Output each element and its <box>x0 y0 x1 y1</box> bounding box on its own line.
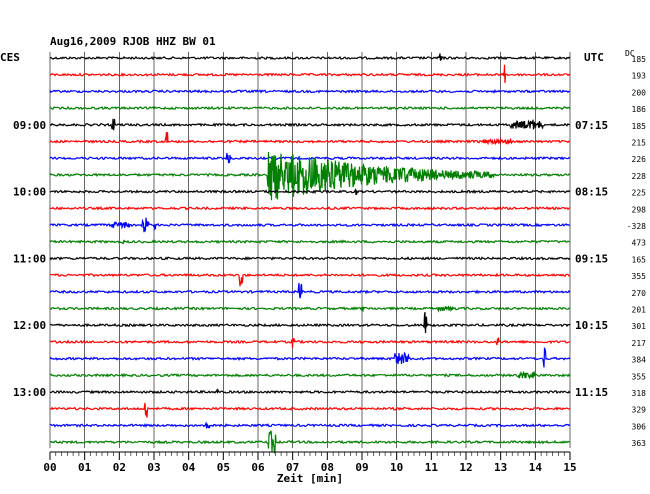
x-tick-label: 13 <box>494 461 507 474</box>
x-tick-label: 09 <box>355 461 368 474</box>
x-tick-label: 14 <box>529 461 543 474</box>
trace-9 <box>49 205 571 211</box>
x-tick-label: 04 <box>182 461 196 474</box>
left-time-label: 10:00 <box>13 186 46 199</box>
dc-value: -328 <box>627 222 646 231</box>
trace-21 <box>49 402 571 418</box>
left-timezone-label: CES <box>0 51 20 64</box>
trace-15 <box>49 304 571 313</box>
trace-16 <box>49 311 571 334</box>
x-axis-label: Zeit [min] <box>277 472 343 485</box>
dc-value: 270 <box>632 289 647 298</box>
dc-value: 165 <box>632 255 647 264</box>
trace-23 <box>49 430 571 454</box>
dc-value: 228 <box>632 172 647 181</box>
trace-6 <box>49 152 571 164</box>
left-time-label: 09:00 <box>13 119 46 132</box>
dc-values: 185 193 200 186 185 215 226 228 225 298 -328 473 165… <box>627 55 646 448</box>
left-time-label: 13:00 <box>13 386 46 399</box>
trace-12 <box>49 256 571 261</box>
trace-20 <box>49 387 571 395</box>
traces <box>49 53 571 454</box>
x-tick-label: 05 <box>217 461 230 474</box>
x-tick-label: 10 <box>390 461 403 474</box>
dc-value: 200 <box>632 88 647 97</box>
trace-3 <box>49 105 571 111</box>
trace-2 <box>49 89 571 94</box>
dc-value: 185 <box>632 122 647 131</box>
right-time-label: 08:15 <box>575 186 608 199</box>
x-tick-label: 00 <box>43 461 56 474</box>
grid <box>49 52 571 448</box>
trace-14 <box>49 282 571 299</box>
right-time-label: 07:15 <box>575 119 608 132</box>
trace-4 <box>49 118 571 131</box>
right-time-label: 10:15 <box>575 319 608 332</box>
dc-value: 329 <box>632 406 647 415</box>
trace-11 <box>49 239 571 245</box>
left-time-label: 12:00 <box>13 319 46 332</box>
x-tick-label: 01 <box>78 461 92 474</box>
right-time-label: 11:15 <box>575 386 608 399</box>
trace-18 <box>49 346 571 368</box>
trace-22 <box>49 421 571 429</box>
x-tick-label: 15 <box>563 461 576 474</box>
dc-value: 193 <box>632 72 647 81</box>
dc-value: 217 <box>632 339 647 348</box>
dc-value: 301 <box>632 322 647 331</box>
dc-value: 363 <box>632 439 647 448</box>
trace-1 <box>49 64 571 84</box>
dc-value: 355 <box>632 372 647 381</box>
dc-value: 298 <box>632 205 647 214</box>
dc-value: 355 <box>632 272 647 281</box>
x-tick-label: 07 <box>286 461 299 474</box>
dc-value: 201 <box>632 306 647 315</box>
x-tick-label: 03 <box>147 461 160 474</box>
trace-10 <box>49 217 571 233</box>
x-tick-label: 12 <box>459 461 472 474</box>
chart-title: Aug16,2009 RJOB HHZ BW 01 <box>50 35 216 48</box>
x-tick-label: 06 <box>251 461 265 474</box>
right-time-label: 09:15 <box>575 252 608 265</box>
trace-5 <box>49 132 571 146</box>
dc-value: 215 <box>632 139 647 148</box>
trace-19 <box>49 370 571 380</box>
dc-value: 185 <box>632 55 647 64</box>
dc-value: 225 <box>632 189 647 198</box>
x-tick-label: 08 <box>321 461 334 474</box>
x-tick-label: 11 <box>425 461 439 474</box>
dc-value: 318 <box>632 389 647 398</box>
dc-value: 186 <box>632 105 647 114</box>
right-timezone-label: UTC <box>584 51 604 64</box>
dc-value: 226 <box>632 155 647 164</box>
trace-0 <box>49 53 571 61</box>
x-tick-label: 02 <box>113 461 126 474</box>
trace-8 <box>49 188 571 195</box>
left-time-label: 11:00 <box>13 252 46 265</box>
trace-13 <box>49 272 571 287</box>
left-time-labels: 09:00 10:00 11:00 12:00 13:00 <box>13 119 46 399</box>
trace-7 <box>49 151 571 201</box>
dc-label: DC <box>625 49 635 58</box>
trace-17 <box>49 336 571 348</box>
right-time-labels: 07:15 08:15 09:15 10:15 11:15 <box>575 119 608 399</box>
dc-value: 473 <box>632 239 647 248</box>
dc-value: 306 <box>632 422 647 431</box>
dc-value: 384 <box>632 356 647 365</box>
x-axis: 00 01 02 03 04 05 06 07 08 09 10 11 12 13 14 15 <box>43 451 577 474</box>
